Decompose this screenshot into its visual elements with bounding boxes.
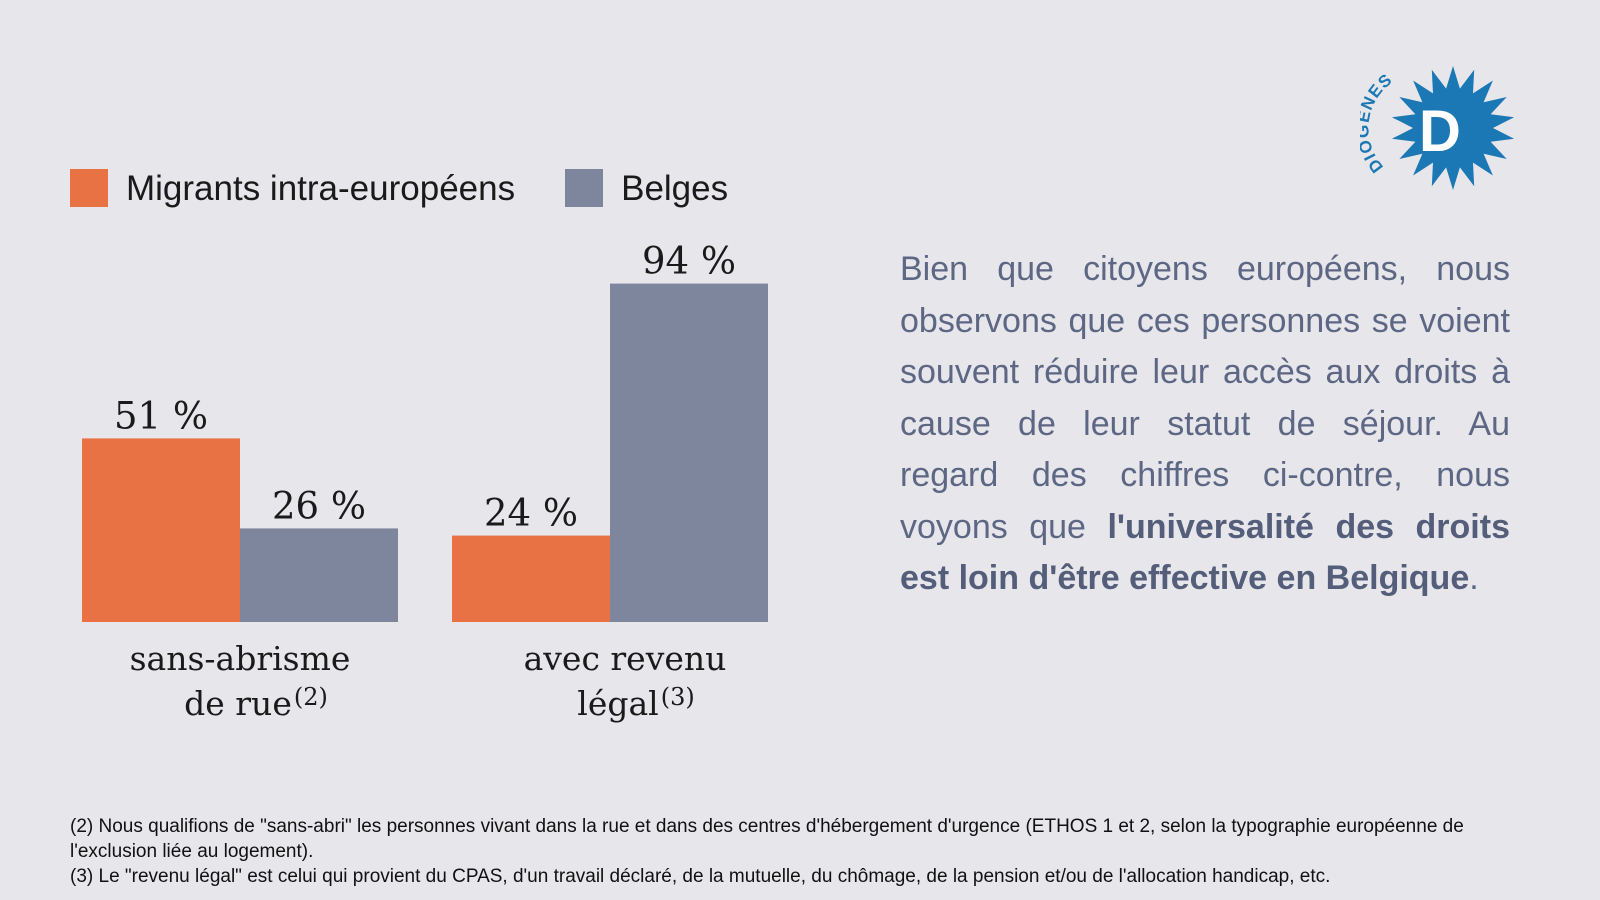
legend-swatch-belges: [565, 169, 604, 207]
commentary-end: .: [1469, 559, 1479, 597]
chart-legend: Migrants intra-européens Belges: [70, 168, 778, 208]
commentary-highlight: l'universalité des droits est loin d'êtr…: [900, 507, 1510, 598]
bar-belges-0: [240, 528, 398, 622]
category-label-revenu: avec revenu légal(3): [465, 640, 785, 723]
value-label-migrants-0: 51 %: [114, 394, 208, 437]
logo-letter: D: [1419, 99, 1461, 164]
category-label-line2: légal(3): [577, 683, 695, 723]
bar-migrants-0: [82, 438, 240, 622]
legend-label-migrants: Migrants intra-européens: [126, 168, 516, 208]
category-label-sans-abrisme: sans-abrisme de rue(2): [80, 640, 400, 723]
commentary-text: Bien que citoyens européens, nous observ…: [900, 250, 1510, 546]
logo-star: [1391, 66, 1515, 190]
bar-belges-1: [610, 283, 768, 622]
bar-chart: 51 % 24 % 26 % 94 %: [82, 240, 768, 622]
footnote-ref-3: (3): [660, 683, 695, 711]
svg-text:DIOGENES: DIOGENES: [1360, 70, 1396, 177]
legend-label-belges: Belges: [621, 168, 729, 208]
footnote-2: (2) Nous qualifions de "sans-abri" les p…: [70, 816, 1464, 862]
commentary-paragraph: Bien que citoyens européens, nous observ…: [900, 244, 1510, 605]
category-label-line1: sans-abrisme: [129, 639, 351, 678]
footnote-ref-2: (2): [293, 683, 328, 711]
bar-migrants-1: [452, 535, 610, 622]
category-label-line1: avec revenu: [523, 639, 727, 678]
footnote-3: (3) Le "revenu légal" est celui qui prov…: [70, 866, 1331, 887]
value-label-belges-1: 94 %: [642, 240, 736, 283]
diogenes-logo: DIOGENES D: [1360, 66, 1515, 190]
footnotes: (2) Nous qualifions de "sans-abri" les p…: [70, 814, 1550, 889]
legend-item-belges: Belges: [565, 169, 728, 207]
value-label-belges-0: 26 %: [272, 484, 366, 527]
legend-swatch-migrants: [70, 169, 108, 207]
category-label-line2: de rue(2): [184, 683, 328, 723]
legend-item-migrants: Migrants intra-européens: [70, 169, 515, 207]
value-label-migrants-1: 24 %: [484, 492, 578, 535]
